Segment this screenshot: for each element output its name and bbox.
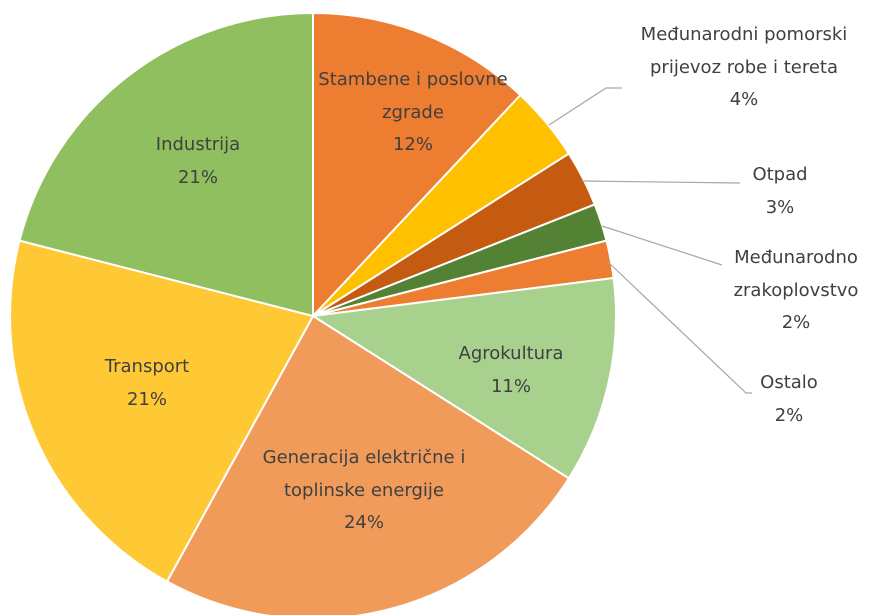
value-label: 2% xyxy=(781,312,811,333)
category-label: Ostalo xyxy=(760,372,818,393)
value-label: 24% xyxy=(343,512,384,533)
leader-lines xyxy=(548,87,752,394)
category-label: Transport xyxy=(104,356,190,377)
pie-slice xyxy=(165,314,571,615)
category-label: Otpad xyxy=(752,164,808,185)
value-label: 2% xyxy=(774,404,804,426)
slices xyxy=(9,11,617,615)
value-label: 11% xyxy=(490,375,531,397)
leader-line xyxy=(607,261,752,394)
category-label: Stambene i poslovne zgrade xyxy=(318,69,508,123)
slice-label: Agrokultura 11% xyxy=(421,338,601,403)
pie-slice xyxy=(312,11,522,319)
category-label: Generacija električne i toplinske energi… xyxy=(262,447,466,501)
pie-slice xyxy=(18,11,314,318)
slice-label: Generacija električne i toplinske energi… xyxy=(224,442,504,540)
value-label: 3% xyxy=(765,196,795,218)
category-label: Agrokultura xyxy=(458,343,564,364)
category-label: Industrija xyxy=(155,134,241,155)
value-label: 4% xyxy=(729,89,759,110)
pie-slice xyxy=(310,276,617,480)
category-label: Međunarodni pomorski prijevoz robe i ter… xyxy=(640,24,848,78)
pie-slice xyxy=(9,239,315,583)
slice-label: Transport 21% xyxy=(67,351,227,416)
leader-line xyxy=(581,180,741,184)
leader-line xyxy=(548,87,622,126)
slice-label: Ostalo 2% xyxy=(729,367,849,432)
category-label: Međunarodno zrakoplovstvo xyxy=(733,247,859,301)
slice-label: Međunarodno zrakoplovstvo 2% xyxy=(701,242,889,340)
value-label: 21% xyxy=(177,166,218,188)
slice-label: Međunarodni pomorski prijevoz robe i ter… xyxy=(634,19,854,117)
value-label: 12% xyxy=(392,134,433,155)
value-label: 21% xyxy=(126,388,167,410)
slice-label: Otpad 3% xyxy=(720,159,840,224)
slice-label: Industrija 21% xyxy=(118,129,278,194)
leader-line xyxy=(601,225,723,266)
slice-label: Stambene i poslovne zgrade 12% xyxy=(313,64,513,162)
